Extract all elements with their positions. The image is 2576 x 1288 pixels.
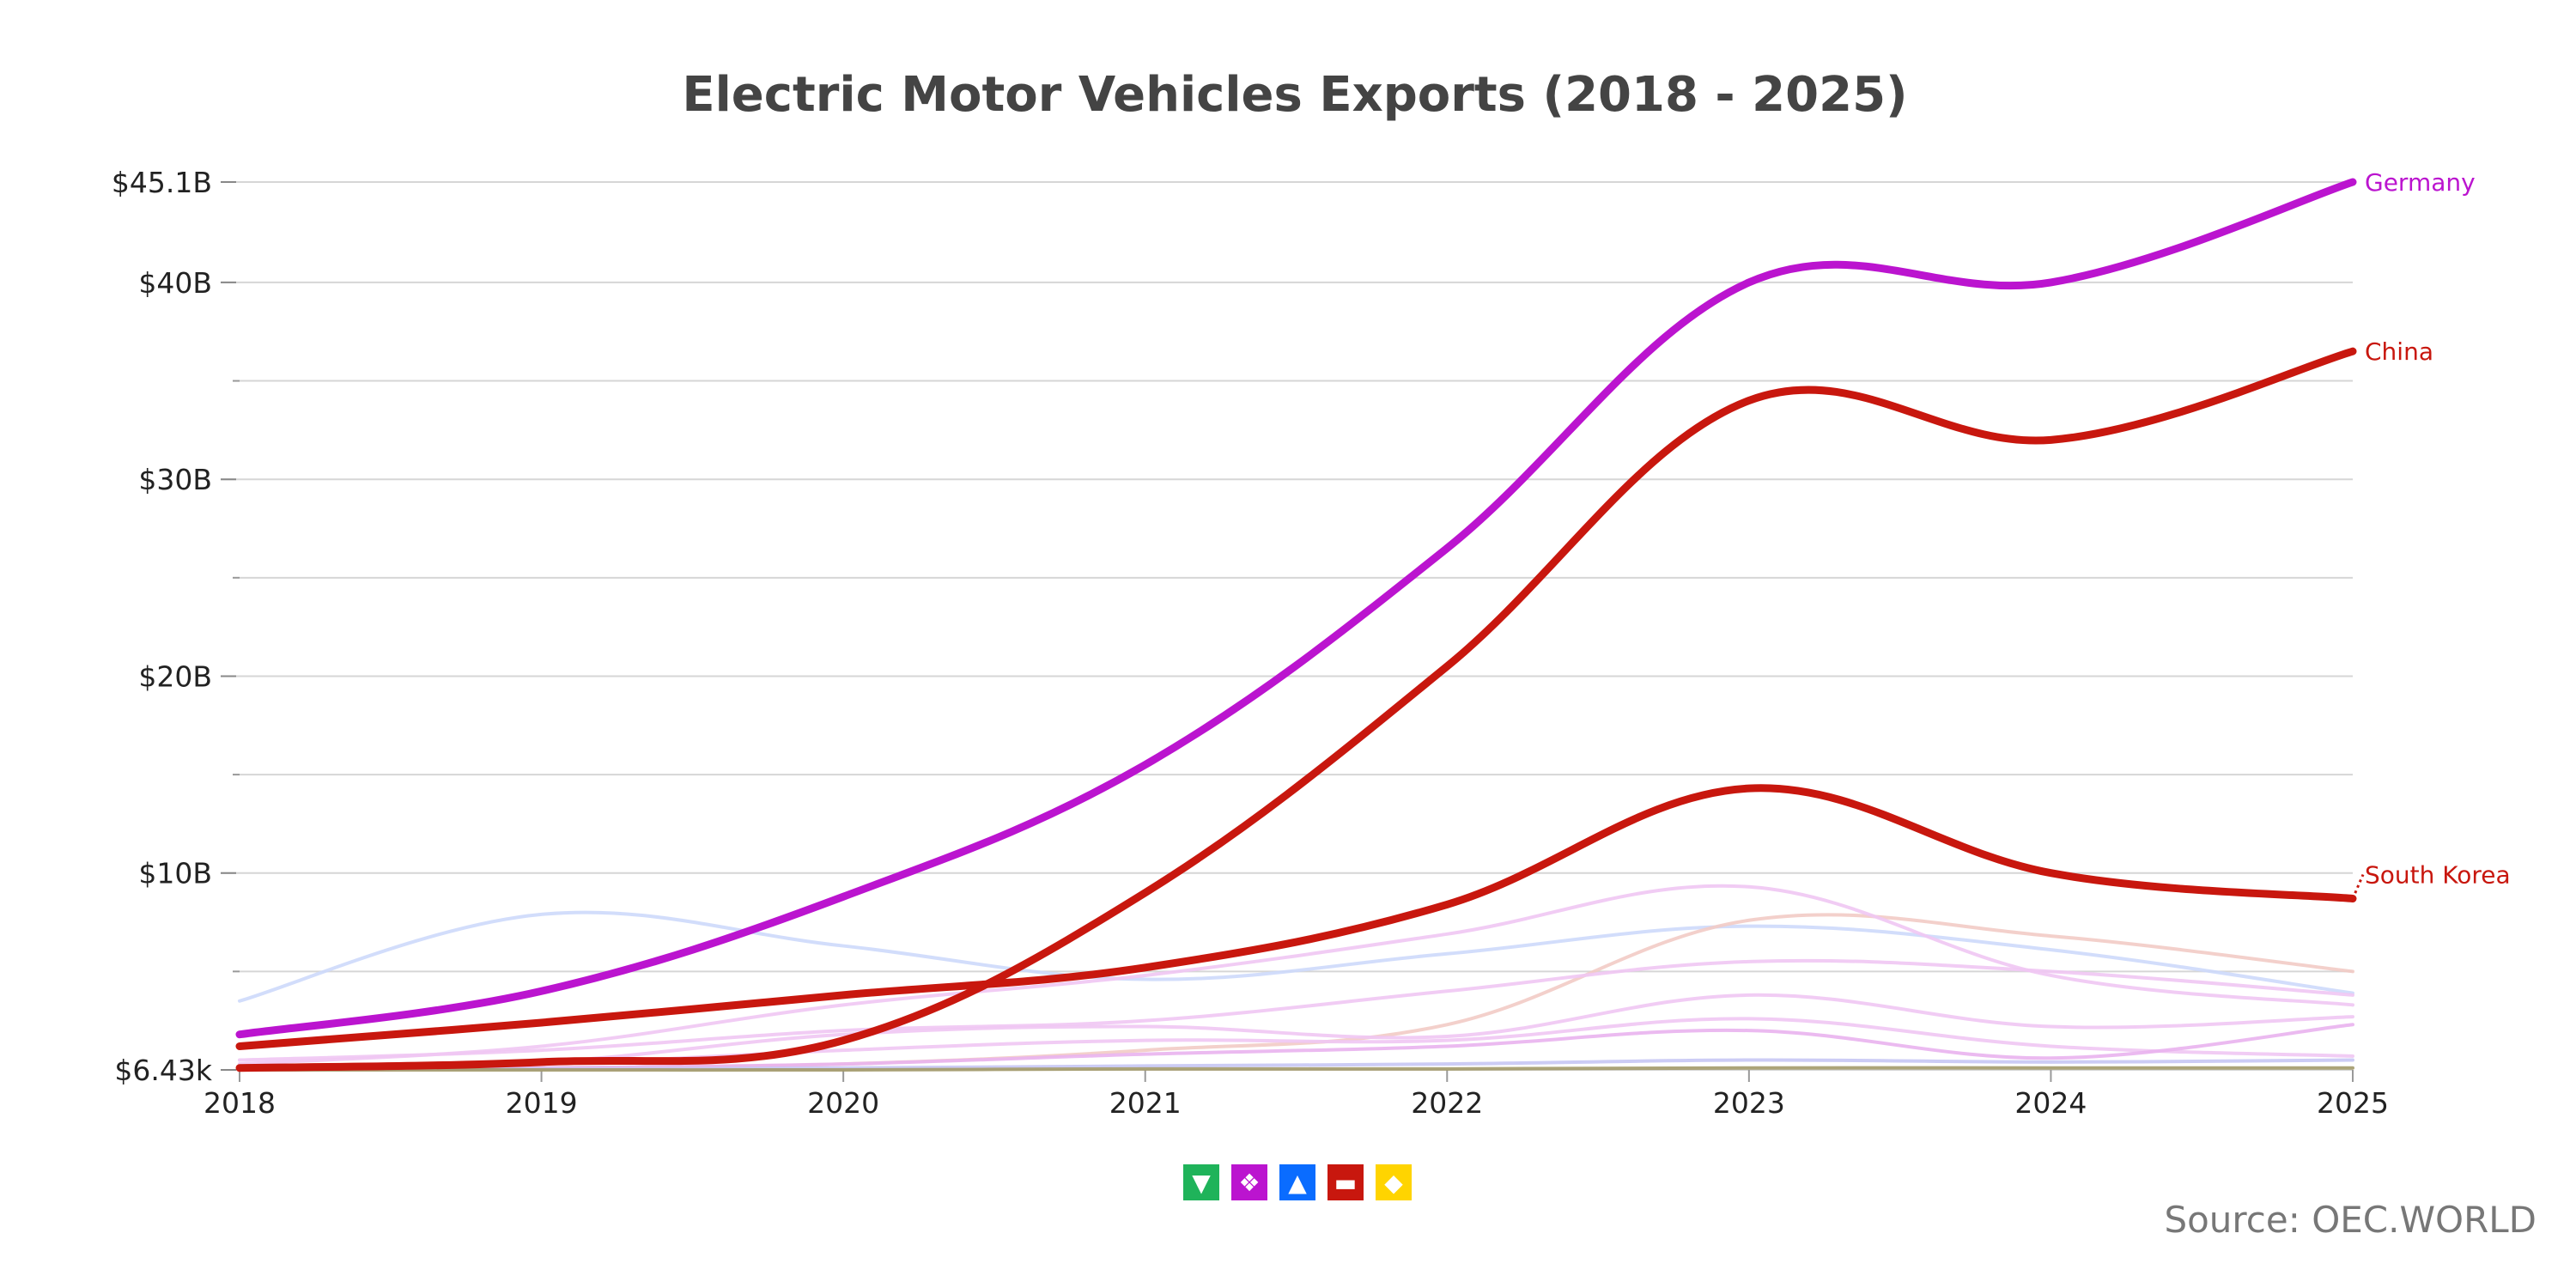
china-line bbox=[235, 347, 2357, 1072]
x-tick-label: 2022 bbox=[1411, 1086, 1483, 1120]
series-line-8 bbox=[238, 1066, 2354, 1072]
series-label: Germany bbox=[2365, 168, 2476, 197]
x-tick-label: 2020 bbox=[807, 1086, 879, 1120]
y-tick-label: $40B bbox=[138, 266, 212, 300]
y-tick-label: $45.1B bbox=[112, 166, 212, 199]
x-tick-label: 2025 bbox=[2317, 1086, 2389, 1120]
asia-icon[interactable]: ▬ bbox=[1327, 1164, 1364, 1200]
x-tick-label: 2021 bbox=[1109, 1086, 1182, 1120]
continent-legend: ▼ ❖ ▲ ▬ ◆ bbox=[1183, 1164, 1412, 1200]
germany-line bbox=[235, 178, 2357, 1039]
x-tick-label: 2019 bbox=[506, 1086, 578, 1120]
south-korea-line bbox=[235, 784, 2357, 1050]
y-tick-label: $6.43k bbox=[114, 1054, 212, 1087]
series-line-3 bbox=[238, 958, 2354, 1062]
label-leader bbox=[2351, 873, 2365, 900]
europe-icon[interactable]: ❖ bbox=[1231, 1164, 1267, 1200]
series-line-2 bbox=[238, 884, 2354, 1066]
y-tick-label: $20B bbox=[138, 659, 212, 693]
chart-title: Electric Motor Vehicles Exports (2018 - … bbox=[682, 67, 1908, 123]
y-tick-label: $10B bbox=[138, 857, 212, 890]
south-america-icon[interactable]: ▼ bbox=[1183, 1164, 1219, 1200]
y-tick-label: $30B bbox=[138, 463, 212, 496]
x-tick-label: 2024 bbox=[2014, 1086, 2087, 1120]
x-tick-label: 2018 bbox=[204, 1086, 276, 1120]
x-tick-label: 2023 bbox=[1713, 1086, 1785, 1120]
source-text: Source: OEC.WORLD bbox=[2164, 1199, 2537, 1241]
series-label: China bbox=[2365, 337, 2433, 366]
series-label: South Korea bbox=[2365, 861, 2511, 890]
north-america-icon[interactable]: ▲ bbox=[1279, 1164, 1315, 1200]
africa-icon[interactable]: ◆ bbox=[1376, 1164, 1412, 1200]
series-line-0 bbox=[238, 910, 2354, 1003]
